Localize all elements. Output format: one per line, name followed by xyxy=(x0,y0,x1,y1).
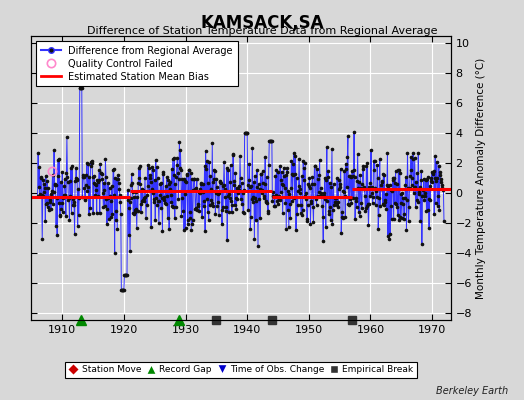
Text: KAMSACK,SA: KAMSACK,SA xyxy=(200,14,324,32)
Legend: Station Move, Record Gap, Time of Obs. Change, Empirical Break: Station Move, Record Gap, Time of Obs. C… xyxy=(66,362,417,378)
Y-axis label: Monthly Temperature Anomaly Difference (°C): Monthly Temperature Anomaly Difference (… xyxy=(476,57,486,299)
Text: Berkeley Earth: Berkeley Earth xyxy=(436,386,508,396)
Text: Difference of Station Temperature Data from Regional Average: Difference of Station Temperature Data f… xyxy=(87,26,437,36)
